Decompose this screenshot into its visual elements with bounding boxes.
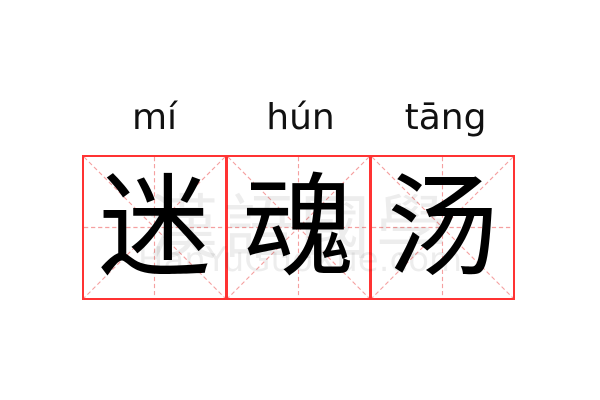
character: 迷 [98,162,211,293]
guide-lines [372,157,513,298]
character: 魂 [242,162,355,293]
character-cell-2: 魂 [226,155,371,300]
guide-lines [228,157,369,298]
guide-lines [84,157,225,298]
pinyin-3: tāng [404,97,487,138]
character-cell-1: 迷 [82,155,227,300]
character-grid: 迷 魂 汤 [82,155,518,300]
character: 汤 [386,162,499,293]
character-cell-3: 汤 [370,155,515,300]
pinyin-1: mí [131,97,178,138]
pinyin-2: hún [266,97,335,138]
